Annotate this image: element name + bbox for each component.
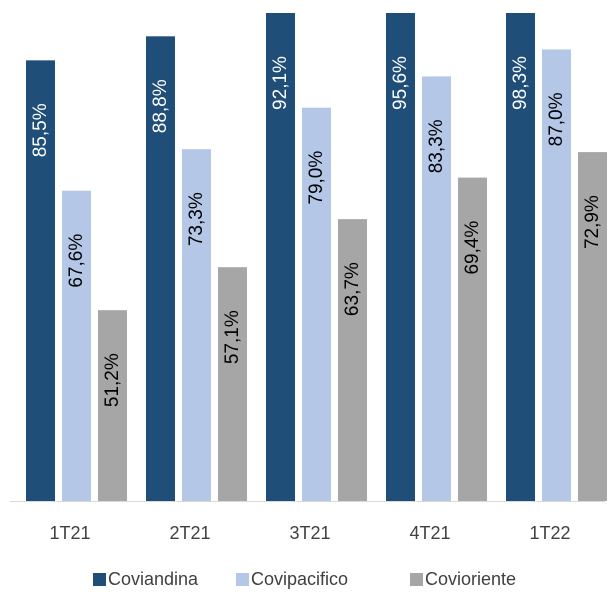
- bars-layer: 85,5% 67,6% 51,2% 88,8% 73,3% 57,1% 92,1% 79,0%…: [26, 13, 607, 502]
- data-label: 85,5%: [30, 103, 51, 157]
- bar-coviandina-1t21: [26, 60, 55, 501]
- data-label: 83,3%: [426, 119, 447, 173]
- x-tick-label: 1T22: [529, 523, 570, 543]
- bar-covioriente-4t21: [458, 177, 487, 501]
- data-label: 88,8%: [150, 79, 171, 133]
- bar-covioriente-3t21: [338, 219, 367, 501]
- data-label: 92,1%: [270, 56, 291, 110]
- x-tick-label: 1T21: [49, 523, 90, 543]
- data-label: 72,9%: [582, 195, 603, 249]
- data-label: 57,1%: [222, 310, 243, 364]
- bar-coviandina-2t21: [146, 36, 175, 501]
- legend-label: Coviandina: [108, 569, 199, 589]
- bar-covioriente-1t22: [578, 152, 607, 501]
- bar-covipacifico-1t22: [542, 49, 571, 502]
- data-label: 51,2%: [102, 353, 123, 407]
- bar-coviandina-3t21: [266, 13, 295, 501]
- legend: Coviandina Covipacifico Covioriente: [93, 569, 516, 589]
- data-label: 95,6%: [390, 56, 411, 110]
- data-label: 79,0%: [306, 151, 327, 205]
- bar-coviandina-1t22: [506, 13, 535, 501]
- bar-covipacifico-2t21: [182, 149, 211, 501]
- x-tick-label: 4T21: [409, 523, 450, 543]
- data-label: 73,3%: [186, 192, 207, 246]
- bar-covipacifico-1t21: [62, 190, 91, 501]
- bar-covioriente-1t21: [98, 310, 127, 501]
- x-tick-labels: 1T21 2T21 3T21 4T21 1T22: [49, 523, 570, 543]
- legend-label: Covioriente: [425, 569, 516, 589]
- data-label: 67,6%: [66, 234, 87, 288]
- x-tick-label: 2T21: [169, 523, 210, 543]
- data-label: 87,0%: [546, 92, 567, 146]
- legend-swatch: [236, 573, 249, 586]
- data-label: 98,3%: [510, 56, 531, 110]
- legend-label: Covipacifico: [251, 569, 348, 589]
- bar-covioriente-2t21: [218, 267, 247, 501]
- bar-covipacifico-3t21: [302, 107, 331, 501]
- bar-covipacifico-4t21: [422, 76, 451, 502]
- x-tick-label: 3T21: [289, 523, 330, 543]
- data-label: 63,7%: [342, 262, 363, 316]
- legend-swatch: [410, 573, 423, 586]
- legend-swatch: [93, 573, 106, 586]
- data-label: 69,4%: [462, 221, 483, 275]
- bar-coviandina-4t21: [386, 13, 415, 501]
